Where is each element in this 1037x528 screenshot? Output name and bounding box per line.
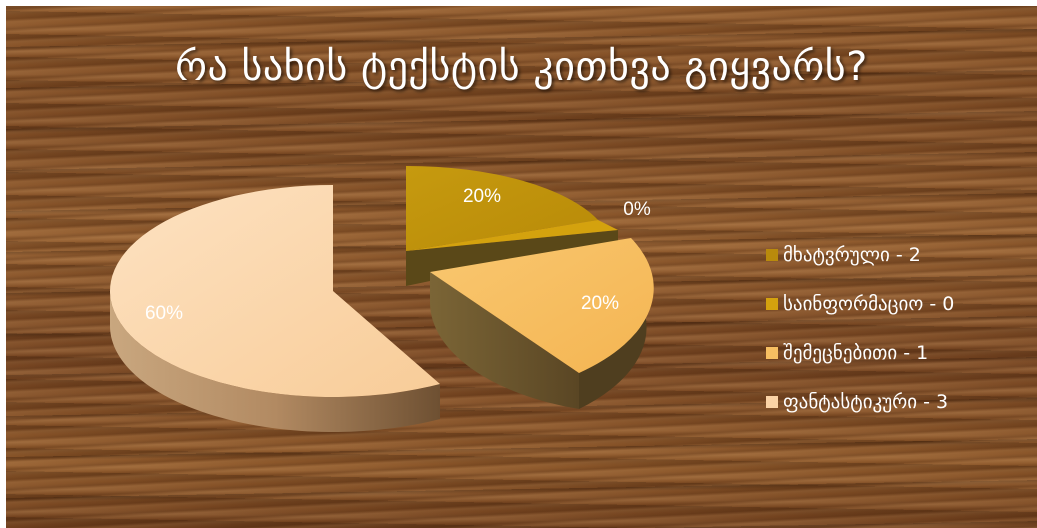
legend-label-info: საინფორმაციო - 0 <box>783 292 955 315</box>
slice-fiction-top <box>406 165 598 251</box>
data-label-educational: 20% <box>581 293 619 314</box>
legend-label-fiction: მხატვრული - 2 <box>783 243 921 266</box>
legend-label-educational: შემეცნებითი - 1 <box>783 341 929 364</box>
chart-slide: რა სახის ტექსტის კითხვა გიყვარს? <box>6 6 1037 528</box>
chart-legend: მხატვრული - 2 საინფორმაციო - 0 შემეცნები… <box>766 230 1031 426</box>
slice-educational-top <box>430 238 654 373</box>
legend-label-fantastic: ფანტასტიკური - 3 <box>783 390 949 413</box>
legend-item-info: საინფორმაციო - 0 <box>766 279 1031 328</box>
pie-slice-educational <box>430 238 654 409</box>
slice-educational-side <box>430 272 579 409</box>
legend-swatch-fiction <box>766 248 778 261</box>
legend-swatch-fantastic <box>766 395 778 408</box>
data-label-fiction: 20% <box>463 186 501 207</box>
chart-title: რა სახის ტექსტის კითხვა გიყვარს? <box>175 44 868 90</box>
pie-chart: 20% 0% 20% 60% <box>109 165 654 432</box>
slice-fantastic-side <box>110 291 440 432</box>
slice-fantastic-top <box>109 185 440 397</box>
pie-slice-fantastic <box>109 185 440 432</box>
legend-item-fiction: მხატვრული - 2 <box>766 230 1031 279</box>
legend-item-fantastic: ფანტასტიკური - 3 <box>766 377 1031 426</box>
legend-swatch-educational <box>766 346 778 359</box>
slice-educational-outer <box>579 278 647 409</box>
legend-item-educational: შემეცნებითი - 1 <box>766 328 1031 377</box>
data-label-fantastic: 60% <box>145 303 183 324</box>
legend-swatch-info <box>766 297 778 310</box>
slice-zero-sliver <box>406 220 618 251</box>
data-label-info: 0% <box>623 199 651 220</box>
